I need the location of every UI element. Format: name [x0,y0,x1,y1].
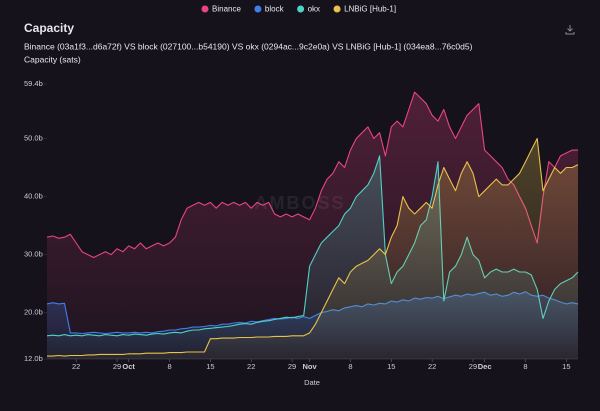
x-tick-label: 8 [523,362,527,371]
x-tick-label: 15 [562,362,570,371]
legend-label: Binance [212,5,241,14]
y-axis-label: Capacity (sats) [24,54,81,64]
y-tick-label: 12.0b [24,354,43,363]
x-tick-label: 29 [113,362,121,371]
download-icon[interactable] [565,25,575,35]
legend-swatch [201,5,209,13]
legend-swatch [333,5,341,13]
x-tick-label: 8 [167,362,171,371]
x-tick-label: 29 [288,362,296,371]
legend-label: okx [308,5,320,14]
x-tick-label: Nov [302,362,317,371]
series-area [47,138,578,359]
legend-label: block [265,5,285,14]
chart-title: Capacity [24,21,74,35]
chart-subtitle: Binance (03a1f3...d6a72f) VS block (0271… [24,41,473,51]
series-line [46,91,578,259]
series-line [47,137,579,357]
legend-swatch [254,5,262,13]
x-axis-label: Date [304,378,320,387]
x-tick-label: 15 [206,362,214,371]
x-tick-label: 22 [72,362,80,371]
legend-label: LNBiG [Hub-1] [344,5,396,14]
y-tick-label: 30.0b [24,250,43,259]
x-tick-label: 15 [387,362,395,371]
x-tick-label: Oct [122,362,135,371]
y-tick-label: 59.4b [24,79,43,88]
x-tick-label: Dec [478,362,492,371]
y-tick-label: 40.0b [24,192,43,201]
download-glyph[interactable] [565,25,575,35]
y-tick-label: 50.0b [24,134,43,143]
x-tick-label: 22 [428,362,436,371]
x-tick-label: 29 [469,362,477,371]
legend-swatch [297,5,305,13]
x-tick-label: 8 [348,362,352,371]
y-tick-label: 20.0b [24,308,43,317]
x-tick-label: 22 [247,362,255,371]
